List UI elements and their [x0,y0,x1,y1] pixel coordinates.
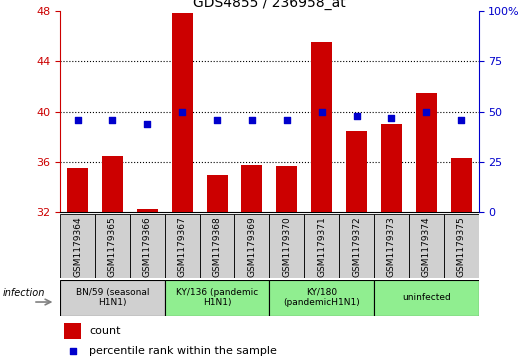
Point [282,117,291,123]
Text: GSM1179374: GSM1179374 [422,216,431,277]
Bar [276,166,297,212]
Text: GSM1179364: GSM1179364 [73,216,82,277]
Text: GSM1179368: GSM1179368 [212,216,222,277]
Bar [242,164,263,212]
Bar [60,214,95,278]
Bar [207,175,228,212]
Bar [64,323,81,339]
Bar [269,214,304,278]
Bar [409,214,444,278]
Bar [200,214,234,278]
Bar [451,158,472,212]
Text: GSM1179373: GSM1179373 [387,216,396,277]
Text: KY/136 (pandemic
H1N1): KY/136 (pandemic H1N1) [176,288,258,307]
Bar [346,131,367,212]
Bar [137,209,158,212]
Text: GSM1179375: GSM1179375 [457,216,465,277]
Point [213,117,221,123]
Bar [67,168,88,212]
Bar [95,214,130,278]
Point [422,109,430,115]
Point [387,115,395,121]
Text: KY/180
(pandemicH1N1): KY/180 (pandemicH1N1) [283,288,360,307]
Point [457,117,465,123]
Bar [304,214,339,278]
Text: GSM1179372: GSM1179372 [352,216,361,277]
Point [353,113,361,119]
Bar [102,156,123,212]
Bar [416,93,437,212]
Text: percentile rank within the sample: percentile rank within the sample [89,346,277,356]
Bar [374,280,479,316]
Point [108,117,117,123]
Bar [165,214,200,278]
Bar [339,214,374,278]
Point [178,109,186,115]
Text: GSM1179366: GSM1179366 [143,216,152,277]
Text: GSM1179367: GSM1179367 [178,216,187,277]
Text: count: count [89,326,121,337]
Point [69,348,77,354]
Text: GSM1179370: GSM1179370 [282,216,291,277]
Bar [374,214,409,278]
Point [73,117,82,123]
Bar [269,280,374,316]
Point [317,109,326,115]
Text: GSM1179371: GSM1179371 [317,216,326,277]
Bar [234,214,269,278]
Text: uninfected: uninfected [402,293,451,302]
Title: GDS4855 / 236958_at: GDS4855 / 236958_at [193,0,346,10]
Bar [165,280,269,316]
Bar [130,214,165,278]
Point [143,121,152,127]
Bar [444,214,479,278]
Bar [172,13,192,212]
Point [248,117,256,123]
Bar [381,124,402,212]
Bar [60,280,165,316]
Text: GSM1179365: GSM1179365 [108,216,117,277]
Text: BN/59 (seasonal
H1N1): BN/59 (seasonal H1N1) [76,288,149,307]
Bar [311,42,332,212]
Text: infection: infection [3,288,46,298]
Text: GSM1179369: GSM1179369 [247,216,256,277]
